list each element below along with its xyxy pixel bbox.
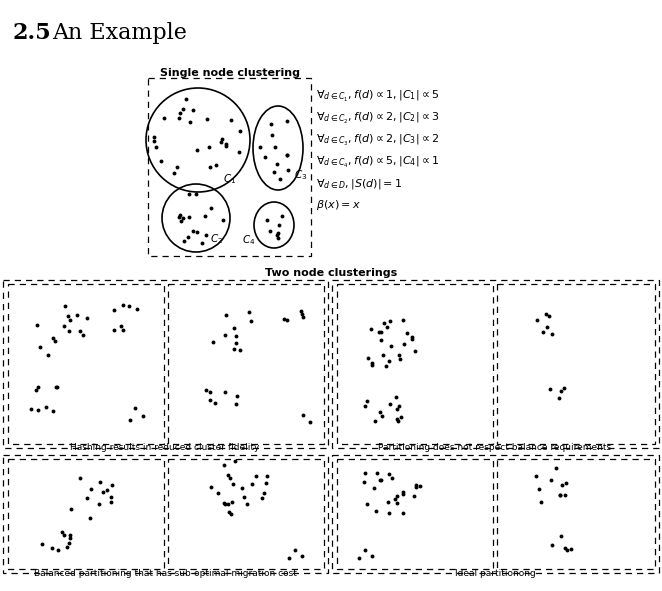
Text: Ideal partitionong: Ideal partitionong <box>455 569 536 578</box>
Text: An Example: An Example <box>52 22 187 44</box>
Bar <box>168 284 324 444</box>
Text: $C_2$: $C_2$ <box>210 232 223 246</box>
Text: Two node clusterings: Two node clusterings <box>265 268 397 278</box>
Text: Partitioning does not respect balance requirements: Partitioning does not respect balance re… <box>379 443 612 452</box>
Bar <box>3 455 328 573</box>
Bar <box>332 280 659 448</box>
Text: $\forall_{d\in C_4}, f(d) \propto 5, |C_4| \propto 1$: $\forall_{d\in C_4}, f(d) \propto 5, |C_… <box>316 154 439 170</box>
Bar <box>337 284 493 444</box>
Text: $\beta(x) = x$: $\beta(x) = x$ <box>316 198 361 212</box>
Text: $C_4$: $C_4$ <box>242 233 256 247</box>
Bar <box>8 459 164 569</box>
Bar <box>497 284 655 444</box>
Bar <box>168 459 324 569</box>
Text: $\forall_{d\in C_1}, f(d) \propto 1, |C_1| \propto 5$: $\forall_{d\in C_1}, f(d) \propto 1, |C_… <box>316 88 439 104</box>
Bar <box>148 78 311 256</box>
Bar <box>3 280 328 448</box>
Text: Hashing results in reduced cluster fidelity: Hashing results in reduced cluster fidel… <box>70 443 260 452</box>
Bar <box>8 284 164 444</box>
Text: 2.5: 2.5 <box>12 22 50 44</box>
Bar <box>337 459 493 569</box>
Text: $\forall_{d\in D}, |S(d)| = 1$: $\forall_{d\in D}, |S(d)| = 1$ <box>316 176 402 191</box>
Text: Single node clustering: Single node clustering <box>160 68 300 78</box>
Text: $\forall_{d\in C_2}, f(d) \propto 2, |C_2| \propto 3$: $\forall_{d\in C_2}, f(d) \propto 2, |C_… <box>316 110 440 126</box>
Text: Balanced partitioning that has sub-optimal migration cost: Balanced partitioning that has sub-optim… <box>34 569 297 578</box>
Bar <box>497 459 655 569</box>
Text: $C_1$: $C_1$ <box>223 172 236 186</box>
Text: $C_3$: $C_3$ <box>294 168 307 182</box>
Bar <box>332 455 659 573</box>
Text: $\forall_{d\in C_3}, f(d) \propto 2, |C_3| \propto 2$: $\forall_{d\in C_3}, f(d) \propto 2, |C_… <box>316 132 439 148</box>
